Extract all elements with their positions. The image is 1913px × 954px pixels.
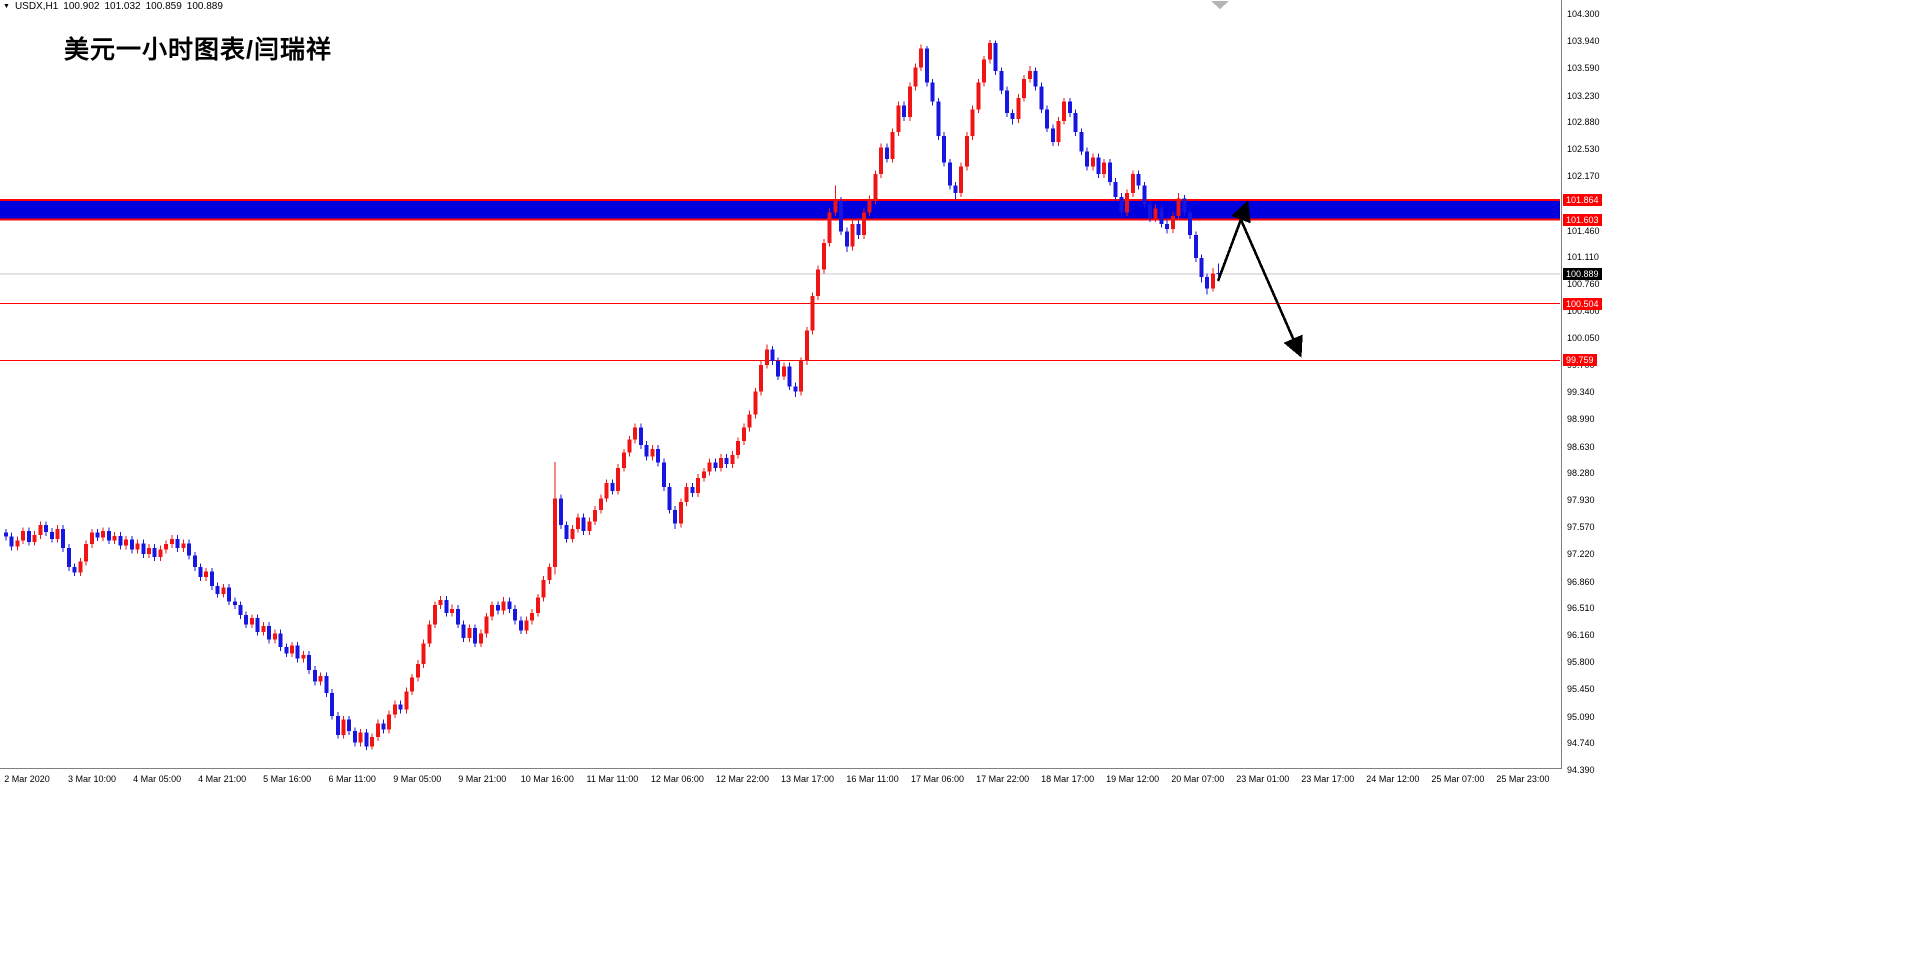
time-tick-label: 17 Mar 06:00 [911,774,965,784]
time-tick-label: 6 Mar 11:00 [328,774,376,784]
time-tick-label: 3 Mar 10:00 [68,774,117,784]
time-axis[interactable]: 2 Mar 2020 3 Mar 10:00 4 Mar 05:00 4 Mar 21… [0,768,1561,794]
support1-price-tag: 100.504 [1563,297,1602,310]
time-tick-label: 20 Mar 07:00 [1171,774,1225,784]
time-tick-label: 25 Mar 23:00 [1496,774,1550,784]
price-tick-label: 95.090 [1567,711,1595,722]
support2-price-tag: 99.759 [1563,354,1597,367]
ohlc-close-value: 100.889 [186,1,223,12]
current-price-tag: 100.889 [1563,268,1602,281]
price-tick-label: 97.220 [1567,549,1595,560]
price-tick-label: 98.280 [1567,468,1595,479]
price-tick-label: 103.590 [1567,63,1600,74]
price-tick-label: 99.340 [1567,387,1595,398]
resistance-zone[interactable] [0,199,1560,220]
price-tick-label: 95.800 [1567,657,1595,668]
chart-shift-marker[interactable] [1211,1,1229,9]
time-tick-label: 23 Mar 01:00 [1236,774,1290,784]
ohlc-open-value: 100.902 [63,1,100,12]
time-tick-label: 17 Mar 22:00 [976,774,1030,784]
price-tick-label: 98.630 [1567,441,1595,452]
time-tick-label: 9 Mar 05:00 [393,774,442,784]
chart-annotation-title: 美元一小时图表/闫瑞祥 [64,36,332,64]
price-tick-label: 100.400 [1567,306,1600,317]
time-tick-label: 10 Mar 16:00 [520,774,574,784]
price-tick-label: 101.110 [1567,252,1599,263]
price-tick-label: 103.230 [1567,90,1600,101]
price-tick-label: 97.930 [1567,494,1595,505]
zone-bottom-price-tag: 101.603 [1563,213,1602,226]
time-tick-label: 5 Mar 16:00 [263,774,312,784]
price-tick-label: 97.570 [1567,522,1595,533]
price-tick-label: 98.990 [1567,414,1595,425]
time-tick-label: 11 Mar 11:00 [586,774,639,784]
time-tick-label: 9 Mar 21:00 [458,774,507,784]
zone-top-price-tag: 101.864 [1563,193,1602,206]
price-tick-label: 102.170 [1567,171,1600,182]
price-tick-label: 103.940 [1567,36,1600,47]
time-tick-label: 12 Mar 22:00 [715,774,769,784]
price-tick-label: 101.460 [1567,225,1600,236]
time-tick-label: 19 Mar 12:00 [1106,774,1160,784]
price-tick-label: 94.390 [1567,764,1595,775]
price-tick-label: 104.300 [1567,8,1600,19]
time-tick-label: 13 Mar 17:00 [780,774,834,784]
price-tick-label: 94.740 [1567,738,1595,749]
price-tick-label: 96.860 [1567,576,1595,587]
candles-layer [4,39,1221,751]
time-tick-label: 4 Mar 05:00 [133,774,182,784]
time-tick-label: 16 Mar 11:00 [846,774,899,784]
candlestick-plot[interactable] [0,0,1560,768]
price-tick-label: 95.450 [1567,684,1595,695]
price-axis[interactable]: 104.300 103.940 103.590 103.230 102.880 102.5… [1561,0,1913,775]
ohlc-high-value: 101.032 [104,1,141,12]
symbol-timeframe-label: USDX,H1 [14,1,59,12]
time-tick-label: 12 Mar 06:00 [650,774,704,784]
price-tick-label: 100.760 [1567,279,1600,290]
time-tick-label: 4 Mar 21:00 [198,774,247,784]
price-tick-label: 100.050 [1567,333,1600,344]
time-tick-label: 23 Mar 17:00 [1301,774,1355,784]
collapse-triangle-icon[interactable]: ▼ [3,3,10,10]
time-tick-label: 18 Mar 17:00 [1041,774,1095,784]
price-tick-label: 102.880 [1567,117,1600,128]
price-tick-label: 96.160 [1567,629,1595,640]
trend-arrow[interactable] [1236,212,1303,358]
price-tick-label: 96.510 [1567,603,1595,614]
symbol-ohlc-header: ▼ USDX,H1 100.902 101.032 100.859 100.88… [3,1,223,12]
price-tick-label: 102.530 [1567,143,1600,154]
time-tick-label: 2 Mar 2020 [4,774,50,784]
ohlc-low-value: 100.859 [145,1,182,12]
time-tick-label: 24 Mar 12:00 [1366,774,1420,784]
time-tick-label: 25 Mar 07:00 [1431,774,1485,784]
